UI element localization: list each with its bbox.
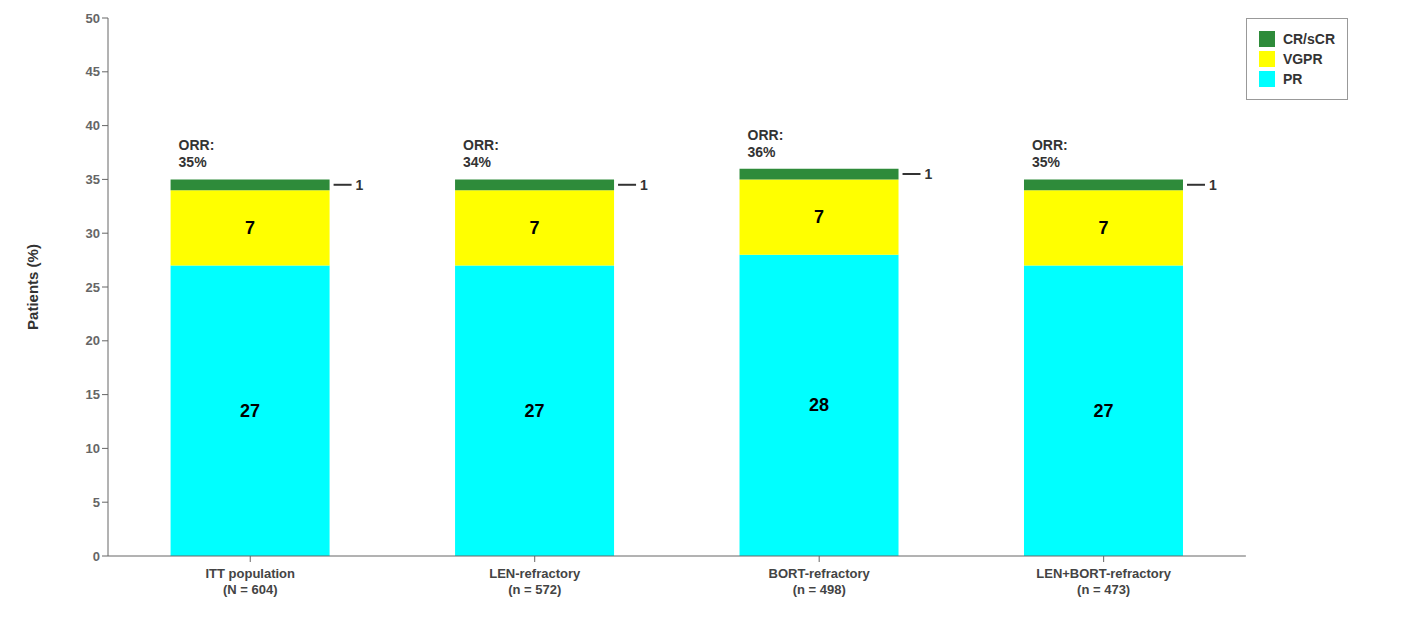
svg-text:30: 30 [86, 226, 100, 241]
svg-text:15: 15 [86, 387, 100, 402]
svg-text:ITT population(N = 604): ITT population(N = 604) [205, 566, 295, 597]
svg-text:1: 1 [356, 177, 364, 193]
svg-text:27: 27 [240, 401, 260, 421]
svg-text:5: 5 [93, 495, 100, 510]
svg-text:27: 27 [525, 401, 545, 421]
svg-text:10: 10 [86, 441, 100, 456]
svg-text:45: 45 [86, 64, 100, 79]
svg-text:50: 50 [86, 11, 100, 26]
svg-text:ORR:34%: ORR:34% [463, 137, 499, 170]
svg-text:1: 1 [1209, 177, 1217, 193]
svg-text:ORR:36%: ORR:36% [748, 127, 784, 160]
svg-text:7: 7 [1098, 218, 1108, 238]
svg-text:40: 40 [86, 118, 100, 133]
svg-text:7: 7 [245, 218, 255, 238]
svg-text:27: 27 [1093, 401, 1113, 421]
svg-text:ORR:35%: ORR:35% [179, 137, 215, 170]
html-text:PR: PR [1282, 71, 1303, 87]
svg-text:LEN-refractory(n = 572): LEN-refractory(n = 572) [489, 566, 581, 597]
svg-text:1: 1 [925, 166, 933, 182]
svg-text:LEN+BORT-refractory(n = 473): LEN+BORT-refractory(n = 473) [1036, 566, 1171, 597]
svg-text:ORR:35%: ORR:35% [1032, 137, 1068, 170]
svg-text:Patients (%): Patients (%) [24, 244, 41, 330]
svg-text:25: 25 [86, 280, 100, 295]
svg-text:28: 28 [809, 395, 829, 415]
svg-text:0: 0 [93, 549, 100, 564]
svg-text:7: 7 [530, 218, 540, 238]
svg-text:7: 7 [814, 207, 824, 227]
html-text:CR/sCR: CR/sCR [1282, 31, 1335, 47]
svg-text:20: 20 [86, 333, 100, 348]
svg-text:35: 35 [86, 172, 100, 187]
html-text:VGPR: VGPR [1282, 51, 1323, 67]
svg-text:BORT-refractory(n = 498): BORT-refractory(n = 498) [769, 566, 871, 597]
svg-text:1: 1 [640, 177, 648, 193]
